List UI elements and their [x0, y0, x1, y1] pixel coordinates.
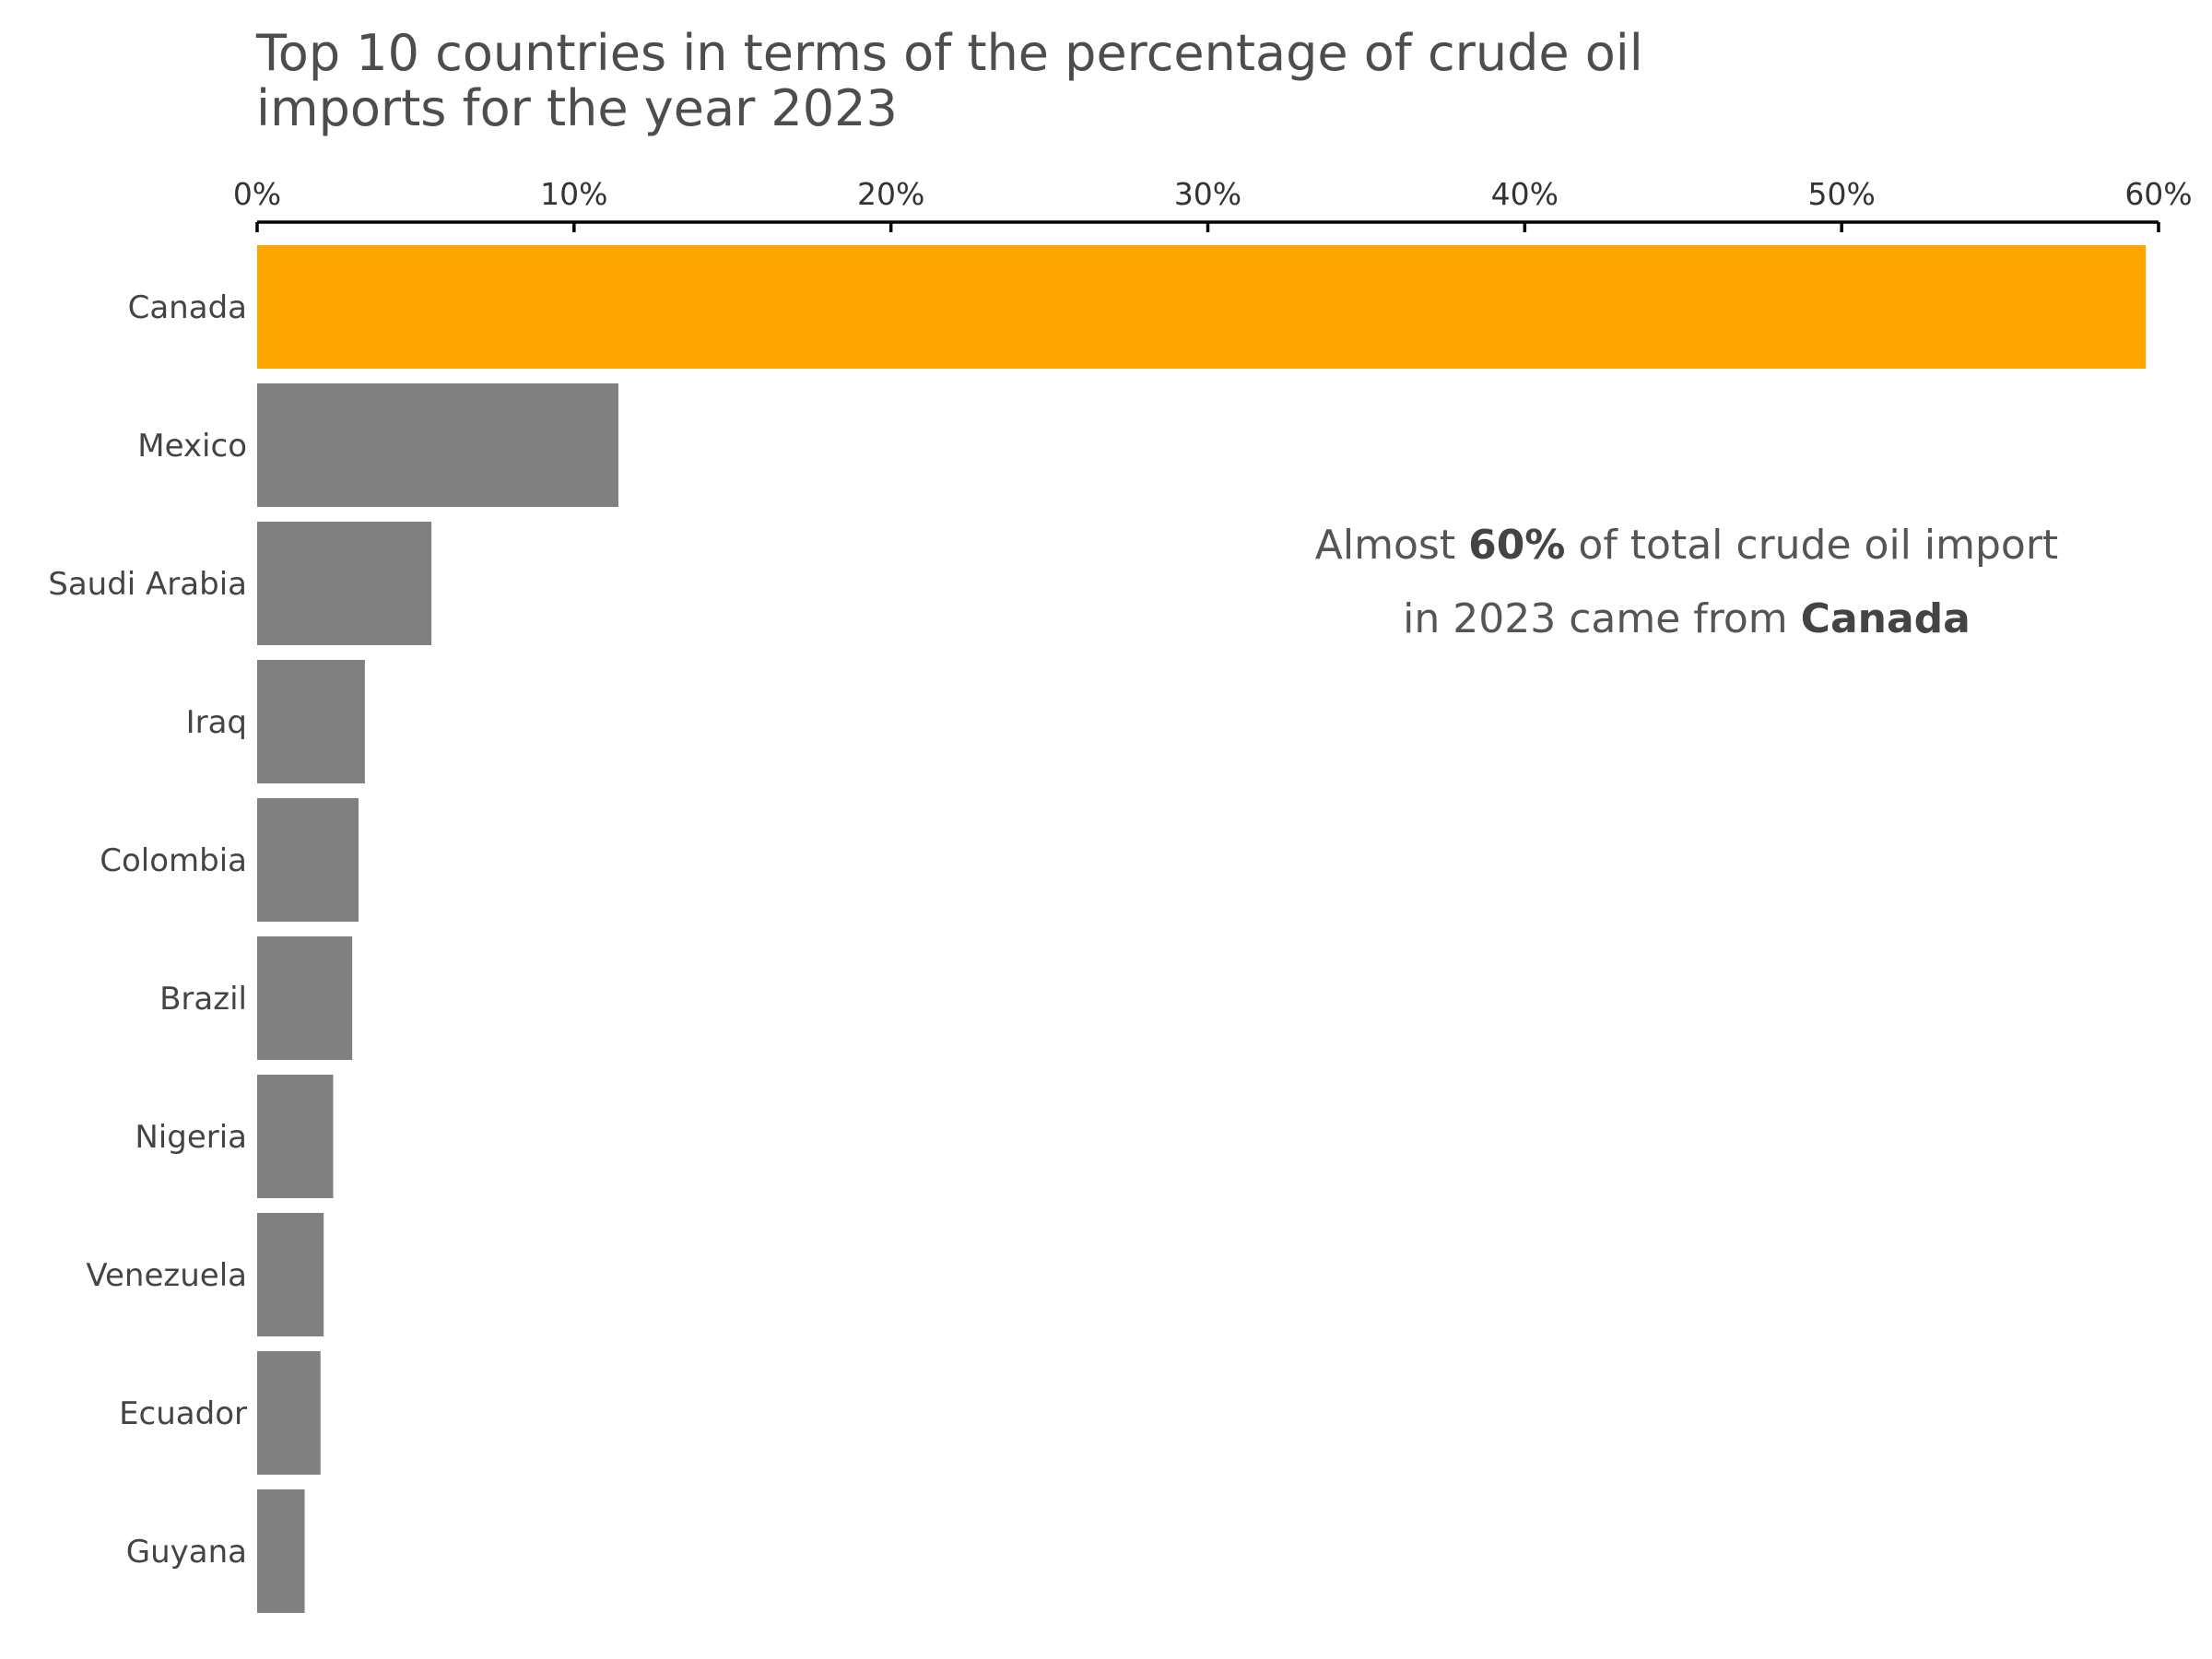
category-label-1: Mexico	[137, 428, 247, 465]
annotation-line-1-post: of total crude oil import	[1565, 522, 2059, 569]
x-tick-label-0: 0%	[233, 176, 281, 212]
annotation-line-2-pre: in 2023 came from	[1403, 595, 1801, 642]
category-label-9: Guyana	[126, 1534, 247, 1571]
annotation-line-1-pre: Almost	[1314, 522, 1469, 569]
annotation-line-1-bold: 60%	[1468, 522, 1566, 569]
bar-0	[257, 245, 2147, 369]
bar-7	[257, 1213, 324, 1336]
x-tick-label-5: 50%	[1807, 176, 1875, 212]
chart-title-line-2: imports for the year 2023	[256, 79, 898, 137]
bar-1	[257, 383, 618, 507]
x-tick-label-4: 40%	[1491, 176, 1559, 212]
bar-8	[257, 1351, 321, 1475]
category-label-6: Nigeria	[135, 1119, 247, 1156]
category-label-0: Canada	[128, 289, 247, 326]
category-label-2: Saudi Arabia	[48, 566, 247, 603]
category-label-4: Colombia	[100, 842, 247, 879]
category-label-8: Ecuador	[119, 1395, 247, 1432]
category-label-5: Brazil	[159, 981, 247, 1018]
x-tick-label-6: 60%	[2124, 176, 2192, 212]
category-label-3: Iraq	[186, 704, 247, 741]
bar-3	[257, 660, 365, 783]
category-label-7: Venezuela	[86, 1257, 247, 1294]
x-tick-label-2: 20%	[857, 176, 924, 212]
bar-9	[257, 1489, 305, 1613]
bar-4	[257, 798, 359, 922]
annotation-line-2-bold: Canada	[1800, 595, 1971, 642]
bar-5	[257, 936, 353, 1060]
bar-6	[257, 1075, 334, 1198]
bar-2	[257, 522, 432, 645]
x-tick-label-1: 10%	[540, 176, 607, 212]
x-tick-label-3: 30%	[1174, 176, 1241, 212]
chart-title-line-1: Top 10 countries in terms of the percent…	[256, 24, 1643, 82]
annotation-line-2: in 2023 came from Canada	[1198, 595, 2175, 642]
annotation-line-1: Almost 60% of total crude oil import	[1198, 522, 2175, 569]
